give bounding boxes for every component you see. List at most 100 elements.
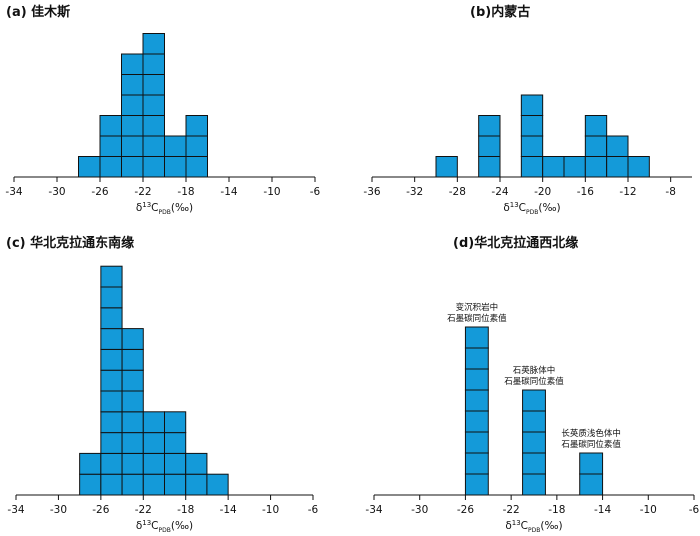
histogram-panel: (c) 华北克拉通东南缘 -34 -30 -26 -22 -18 -14 -10 -6 δ13CP… <box>6 235 319 534</box>
bar-unit <box>464 473 489 496</box>
histogram-bar <box>185 452 208 496</box>
bar-unit <box>522 473 546 496</box>
bar-unit <box>164 432 187 454</box>
bar-unit <box>121 53 144 75</box>
bar-annotation: 石墨碳同位素值 <box>504 376 564 387</box>
bar-unit <box>100 286 123 309</box>
bar-unit <box>206 473 229 496</box>
bar-unit <box>100 328 123 350</box>
bar-unit <box>100 452 123 475</box>
histogram-bar <box>121 328 144 496</box>
x-tick-label: -14 <box>220 186 237 198</box>
bar-unit <box>464 368 489 391</box>
x-tick-label: -30 <box>411 504 428 516</box>
histogram-panel: (b)内蒙古 -36 -32 -28 -24 -20 -16 -12 -8 δ13CPDB(‰) <box>363 4 692 216</box>
x-tick-label: -26 <box>457 504 474 516</box>
bar-unit <box>100 265 123 288</box>
x-tick-label: -26 <box>92 504 109 516</box>
bar-unit <box>542 156 565 178</box>
panel-title: (a) 佳木斯 <box>6 4 70 20</box>
histogram-bar <box>99 115 122 178</box>
x-tick-label: -10 <box>263 186 280 198</box>
x-tick-label: -28 <box>449 186 466 198</box>
bar-unit <box>522 410 546 433</box>
histogram-bar <box>478 115 501 178</box>
bar-unit <box>164 473 187 496</box>
x-tick-label: -18 <box>177 504 194 516</box>
histogram-bar <box>121 53 144 178</box>
bar-unit <box>563 156 586 178</box>
bar-unit <box>627 156 650 178</box>
histogram-bar <box>435 156 458 178</box>
histogram-bar <box>464 326 489 496</box>
x-tick-label: -14 <box>594 504 611 516</box>
histogram-bar <box>579 452 604 496</box>
x-tick-label: -6 <box>308 504 319 516</box>
bar-unit <box>478 115 501 137</box>
bar-annotation: 石墨碳同位素值 <box>447 313 507 324</box>
histogram-panel: (a) 佳木斯 -34 -30 -26 -22 -18 -14 -10 -6 δ13CPDB(‰) <box>5 4 320 216</box>
histogram-bar <box>164 135 187 178</box>
bar-unit <box>142 33 165 55</box>
x-tick-label: -22 <box>135 504 152 516</box>
bar-unit <box>142 452 166 475</box>
histogram-bar <box>78 156 101 178</box>
bar-annotation: 长英质浅色体中 <box>561 428 621 439</box>
histogram-bar <box>522 389 546 496</box>
bar-unit <box>121 115 144 137</box>
histogram-bar <box>185 115 208 178</box>
bar-unit <box>142 473 166 496</box>
x-tick-label: -14 <box>220 504 237 516</box>
bar-unit <box>99 135 122 157</box>
bar-unit <box>79 473 102 496</box>
histogram-bar <box>206 473 229 496</box>
bar-unit <box>121 74 144 96</box>
x-tick-label: -30 <box>48 186 65 198</box>
histogram-bar <box>79 452 102 496</box>
bar-unit <box>584 115 608 137</box>
panel-title: (d)华北克拉通西北缘 <box>453 235 578 251</box>
bar-unit <box>121 411 144 434</box>
x-axis-label: δ13CPDB(‰) <box>505 519 562 534</box>
histogram-bar <box>142 33 165 178</box>
histogram-bar <box>584 115 608 178</box>
bar-unit <box>78 156 101 178</box>
bar-unit <box>435 156 458 178</box>
bar-unit <box>100 348 123 371</box>
x-tick-label: -12 <box>619 186 636 198</box>
bar-unit <box>100 307 123 330</box>
histogram-bar <box>520 94 544 178</box>
bar-unit <box>584 135 608 157</box>
bar-unit <box>185 115 208 137</box>
bar-unit <box>99 115 122 137</box>
x-tick-label: -22 <box>503 504 520 516</box>
bar-unit <box>522 452 546 475</box>
histogram-bar <box>164 411 187 496</box>
bar-unit <box>100 432 123 454</box>
x-tick-label: -10 <box>262 504 279 516</box>
bar-annotation: 石英脉体中 <box>513 365 556 376</box>
x-axis-label: δ13CPDB(‰) <box>136 201 193 216</box>
bar-unit <box>464 347 489 370</box>
bar-unit <box>606 156 629 178</box>
bar-unit <box>478 156 501 178</box>
x-tick-label: -18 <box>548 504 565 516</box>
bar-unit <box>142 115 165 137</box>
bar-unit <box>99 156 122 178</box>
x-tick-label: -26 <box>91 186 108 198</box>
x-tick-label: -10 <box>640 504 657 516</box>
x-tick-label: -36 <box>363 186 380 198</box>
bar-unit <box>522 431 546 454</box>
bar-unit <box>164 411 187 434</box>
bar-unit <box>606 135 629 157</box>
bar-unit <box>100 390 123 413</box>
x-axis-label: δ13CPDB(‰) <box>136 519 193 534</box>
panel-title: (b)内蒙古 <box>470 4 530 20</box>
bar-unit <box>164 156 187 178</box>
bar-unit <box>121 94 144 116</box>
bar-unit <box>142 411 166 434</box>
x-tick-label: -24 <box>491 186 508 198</box>
x-tick-label: -6 <box>689 504 700 516</box>
bar-unit <box>121 452 144 475</box>
bar-annotation: 石墨碳同位素值 <box>561 439 621 450</box>
